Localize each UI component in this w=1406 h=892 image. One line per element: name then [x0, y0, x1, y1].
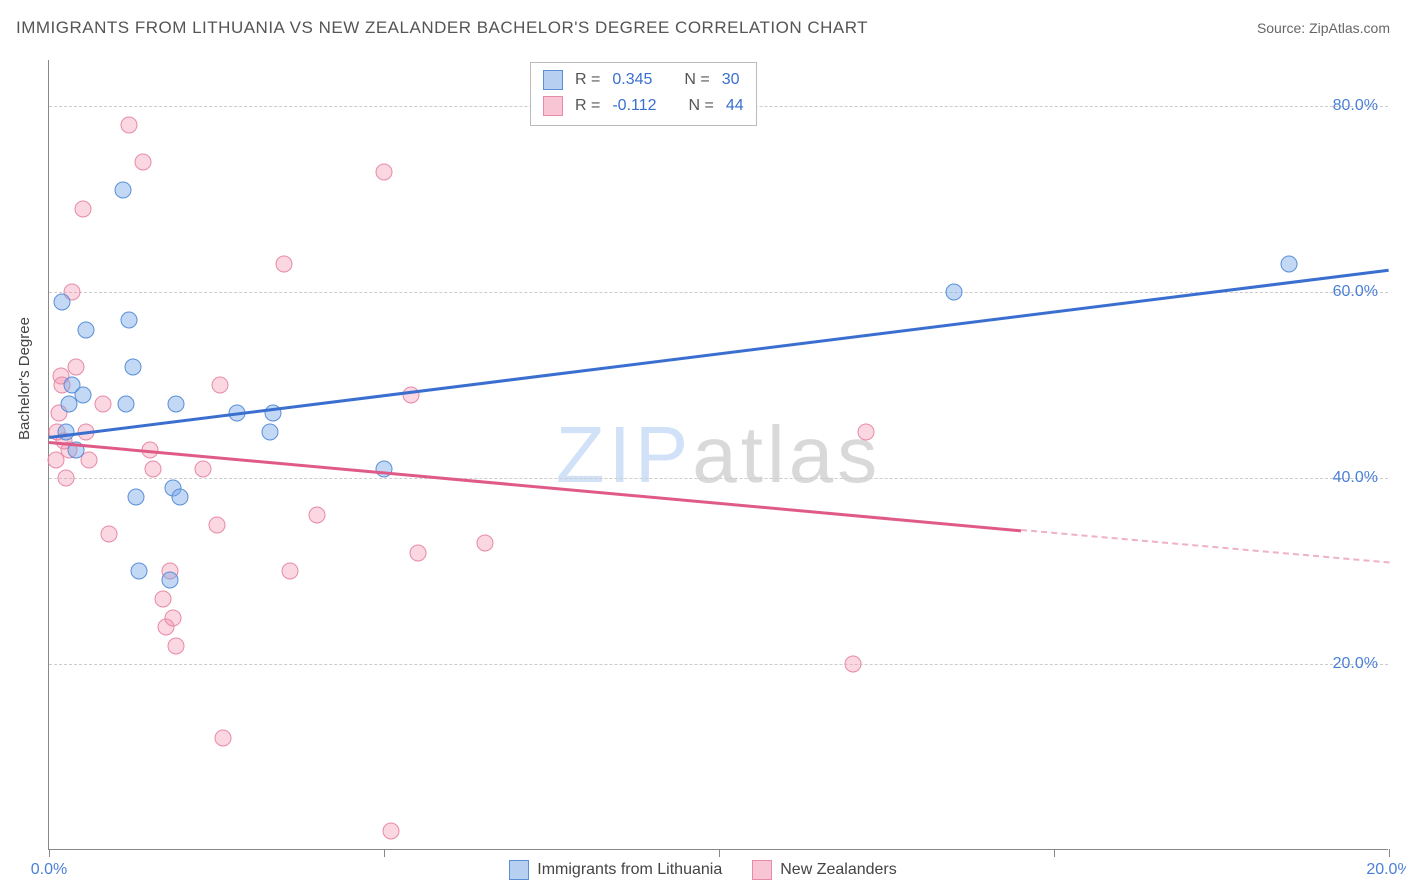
data-point [121, 312, 138, 329]
data-point [57, 470, 74, 487]
watermark-zip: ZIP [556, 410, 692, 499]
data-point [945, 284, 962, 301]
data-point [74, 386, 91, 403]
swatch-pink-icon [543, 96, 563, 116]
swatch-pink-icon [752, 860, 772, 880]
x-tick [384, 849, 385, 857]
swatch-blue-icon [509, 860, 529, 880]
data-point [54, 293, 71, 310]
legend-row-pink: R = -0.112 N = 44 [543, 93, 744, 119]
data-point [376, 460, 393, 477]
data-point [134, 154, 151, 171]
data-point [845, 656, 862, 673]
data-point [476, 535, 493, 552]
data-point [215, 730, 232, 747]
n-label: N = [689, 93, 714, 119]
x-tick [1389, 849, 1390, 857]
data-point [1280, 256, 1297, 273]
data-point [67, 358, 84, 375]
data-point [121, 117, 138, 134]
legend-item-blue: Immigrants from Lithuania [509, 860, 722, 880]
data-point [262, 423, 279, 440]
x-tick [1054, 849, 1055, 857]
y-tick-label: 80.0% [1333, 97, 1378, 115]
n-value-pink: 44 [726, 93, 744, 119]
data-point [211, 377, 228, 394]
x-tick [49, 849, 50, 857]
gridline [49, 664, 1388, 665]
trend-line [49, 269, 1389, 439]
r-label: R = [575, 67, 600, 93]
data-point [77, 321, 94, 338]
plot-area: ZIPatlas 20.0%40.0%60.0%80.0%0.0%20.0% [49, 60, 1388, 849]
y-tick-label: 60.0% [1333, 283, 1378, 301]
chart-frame: ZIPatlas 20.0%40.0%60.0%80.0%0.0%20.0% [48, 60, 1388, 850]
chart-title: IMMIGRANTS FROM LITHUANIA VS NEW ZEALAND… [16, 18, 868, 38]
x-tick [719, 849, 720, 857]
data-point [144, 460, 161, 477]
data-point [131, 563, 148, 580]
data-point [161, 572, 178, 589]
r-value-pink: -0.112 [612, 93, 656, 119]
legend-item-pink: New Zealanders [752, 860, 897, 880]
r-label: R = [575, 93, 600, 119]
y-tick-label: 40.0% [1333, 469, 1378, 487]
data-point [114, 182, 131, 199]
data-point [402, 386, 419, 403]
data-point [154, 591, 171, 608]
legend-label-pink: New Zealanders [780, 861, 897, 879]
data-point [168, 637, 185, 654]
trend-line [1020, 529, 1389, 564]
data-point [168, 395, 185, 412]
data-point [171, 488, 188, 505]
data-point [409, 544, 426, 561]
legend-row-blue: R = 0.345 N = 30 [543, 67, 744, 93]
data-point [164, 609, 181, 626]
data-point [275, 256, 292, 273]
series-legend: Immigrants from Lithuania New Zealanders [0, 860, 1406, 880]
y-tick-label: 20.0% [1333, 655, 1378, 673]
data-point [382, 823, 399, 840]
watermark-atlas: atlas [692, 410, 881, 499]
data-point [208, 516, 225, 533]
trend-line [49, 441, 1021, 532]
source-attribution: Source: ZipAtlas.com [1257, 20, 1390, 36]
data-point [128, 488, 145, 505]
data-point [309, 507, 326, 524]
data-point [101, 526, 118, 543]
correlation-legend: R = 0.345 N = 30 R = -0.112 N = 44 [530, 62, 757, 126]
data-point [195, 460, 212, 477]
data-point [57, 423, 74, 440]
r-value-blue: 0.345 [612, 67, 652, 93]
data-point [858, 423, 875, 440]
n-value-blue: 30 [722, 67, 740, 93]
watermark: ZIPatlas [556, 409, 881, 501]
data-point [282, 563, 299, 580]
data-point [94, 395, 111, 412]
data-point [376, 163, 393, 180]
data-point [118, 395, 135, 412]
legend-label-blue: Immigrants from Lithuania [537, 861, 722, 879]
y-axis-label: Bachelor's Degree [16, 317, 33, 440]
data-point [74, 200, 91, 217]
swatch-blue-icon [543, 70, 563, 90]
chart-header: IMMIGRANTS FROM LITHUANIA VS NEW ZEALAND… [16, 18, 1390, 38]
data-point [124, 358, 141, 375]
gridline [49, 478, 1388, 479]
n-label: N = [684, 67, 709, 93]
